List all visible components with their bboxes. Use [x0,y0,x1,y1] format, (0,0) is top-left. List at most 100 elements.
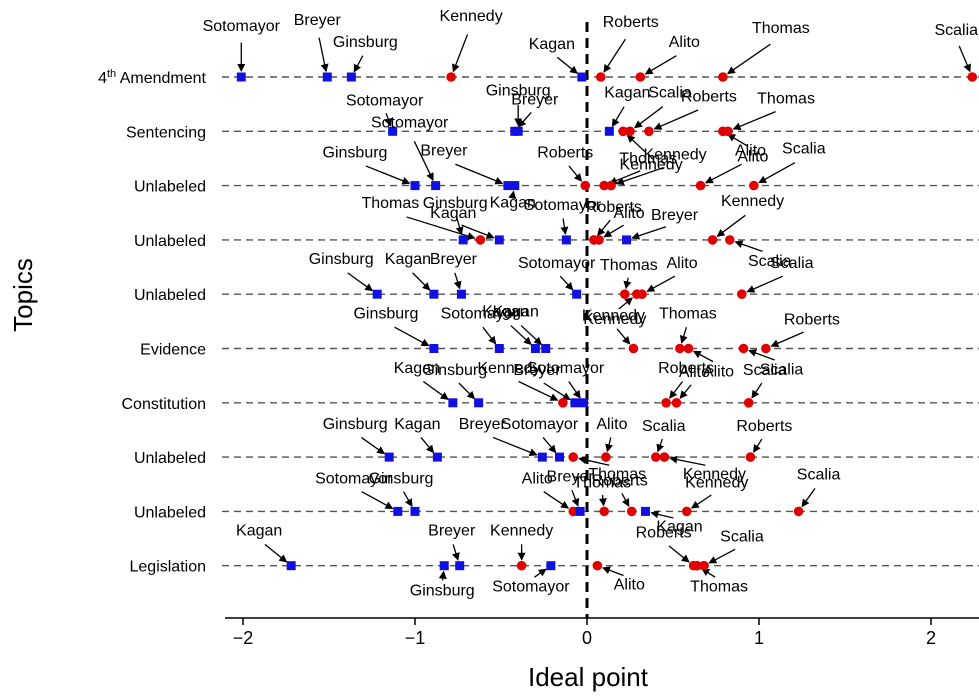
justice-label: Alito [613,205,644,222]
justice-label: Ginsburg [333,34,398,51]
x-tick-label: 0 [582,628,592,648]
annotation-arrow [510,325,532,346]
annotation-arrow [708,548,736,564]
conservative-point [446,72,456,82]
conservative-point [681,506,692,517]
annotation-arrow [603,38,626,73]
liberal-point [410,506,420,516]
justice-label: Ginsburg [323,416,388,433]
topic-label: Sentencing [126,124,206,141]
annotation-arrow [679,384,692,399]
annotation-arrow [656,438,665,453]
annotation-arrow [458,382,476,400]
conservative-point [761,343,771,354]
conservative-point [671,398,682,408]
conservative-point [738,343,749,354]
justice-label: Sotomayor [203,18,281,35]
annotation-arrow [361,491,394,510]
justice-label: Kennedy [685,474,748,491]
conservative-point [692,560,702,571]
justice-label: Kennedy [440,8,503,25]
annotation-arrow [727,133,748,147]
annotation-arrow [615,166,664,186]
justice-label: Scalia [797,466,841,483]
annotation-arrow [631,226,667,240]
justice-label: Breyer [513,362,561,379]
conservative-point [594,235,604,245]
annotation-arrow [770,331,804,347]
liberal-point [554,452,564,462]
justice-label: Scalia [648,84,692,101]
liberal-point [546,561,556,571]
liberal-point [537,452,547,462]
annotation-arrow [422,380,449,400]
x-tick-label: 2 [926,628,936,648]
topic-label: Unlabeled [134,504,206,521]
justice-label: Roberts [537,145,593,162]
justice-label: Ginsburg [422,362,487,379]
justice-label: Breyer [459,416,507,433]
justice-label: Scalia [642,418,686,435]
justice-label: Ginsburg [309,251,374,268]
annotation-arrow [412,272,431,291]
annotation-arrow [559,275,574,291]
justice-label: Roberts [658,360,714,377]
conservative-point [718,72,728,82]
annotation-arrow [751,382,763,399]
justice-label: Sotomayor [518,255,596,272]
conservative-point [737,289,747,300]
justice-label: Alito [737,148,768,165]
annotation-arrow [534,568,547,578]
annotation-arrow [669,455,706,466]
conservative-point [644,126,654,137]
justice-label: Sotomayor [346,92,424,109]
justice-label: Kagan [394,416,440,433]
topic-label: Unlabeled [134,450,206,467]
conservative-point [475,235,486,245]
justice-label: Alito [596,416,627,433]
justice-label: Ginsburg [353,306,418,323]
conservative-point [749,180,759,191]
topic-label: Unlabeled [134,233,206,250]
annotation-arrow [621,493,630,508]
annotation-arrow [353,55,364,73]
justice-label: Breyer [428,523,476,540]
annotation-arrow [748,349,775,361]
conservative-point [620,289,630,300]
conservative-point [707,235,718,245]
justice-label: Kennedy [582,308,645,325]
x-axis-title: Ideal point [528,662,649,692]
annotation-arrow [653,109,699,130]
topic-label: Unlabeled [134,179,206,196]
x-tick-label: −1 [405,628,426,648]
liberal-point [503,181,513,191]
annotation-arrow [482,326,497,345]
liberal-point [541,344,551,353]
justice-label: Kennedy [477,360,540,377]
annotation-arrow [568,381,581,399]
annotation-arrow [726,43,771,75]
liberal-point [429,289,439,299]
conservative-point [745,452,756,462]
conservative-point [793,506,804,517]
liberal-point [322,72,332,82]
conservative-point [606,180,616,191]
conservative-point [723,126,733,137]
justice-label: Kagan [430,205,476,222]
justice-label: Breyer [651,207,699,224]
justice-label: Thomas [573,474,631,491]
annotation-arrow [626,134,647,154]
conservative-point [628,343,639,354]
justice-label: Scalia [770,255,814,272]
annotation-arrow [646,275,676,292]
liberal-point [236,72,246,82]
conservative-point [661,398,671,408]
liberal-point [640,506,650,516]
annotation-arrow [704,163,742,184]
annotation-arrow [347,272,374,292]
annotation-arrow [668,545,690,563]
liberal-point [510,181,520,191]
annotation-arrow [384,113,392,127]
liberal-point [384,452,394,462]
